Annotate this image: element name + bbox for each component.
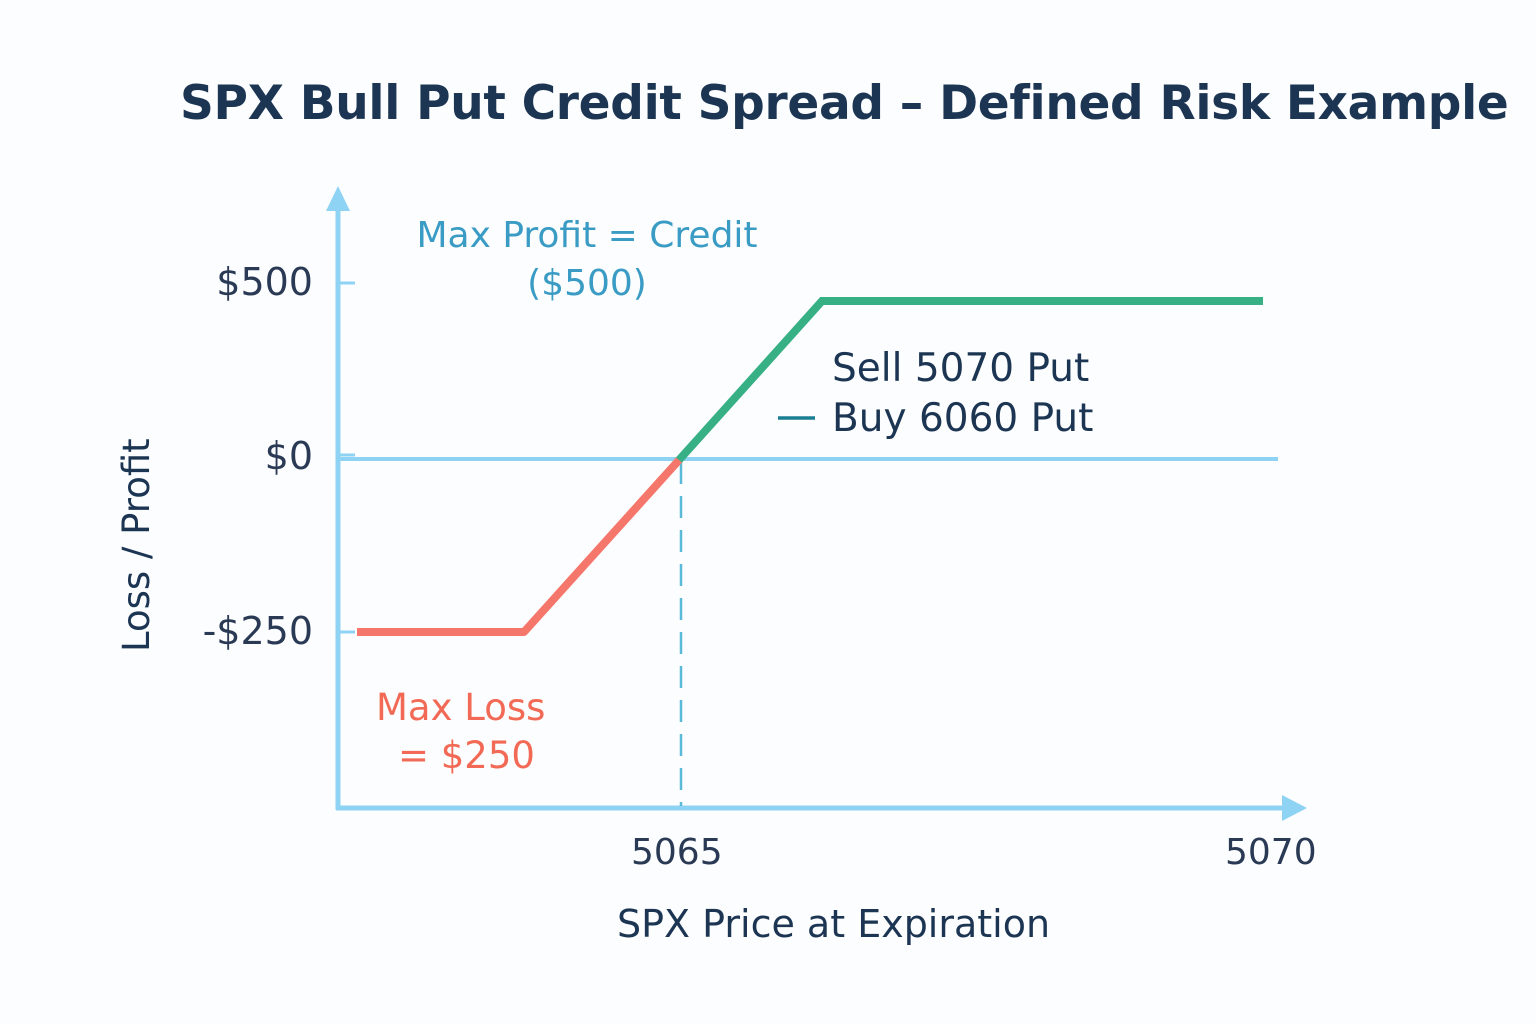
x-axis-arrow-icon <box>1282 795 1307 821</box>
x-tick-label-5065: 5065 <box>631 832 723 873</box>
max-profit-line1: Max Profit = Credit <box>416 215 758 256</box>
y-axis-label: Loss / Profit <box>115 438 158 652</box>
max-loss-line2: = $250 <box>398 734 535 777</box>
x-tick-label-5070: 5070 <box>1225 832 1317 873</box>
max-loss-annotation: Max Loss = $250 <box>376 684 545 780</box>
x-axis-label: SPX Price at Expiration <box>617 902 1051 946</box>
loss-line <box>357 456 683 636</box>
profit-line <box>676 297 1263 463</box>
sell-leg-label: Sell 5070 Put <box>832 346 1090 391</box>
max-loss-line1: Max Loss <box>376 686 546 729</box>
max-profit-line2: ($500) <box>527 263 647 304</box>
max-profit-annotation: Max Profit = Credit ($500) <box>398 212 776 308</box>
y-axis-arrow-icon <box>326 186 350 211</box>
chart-title: SPX Bull Put Credit Spread – Defined Ris… <box>180 76 1509 131</box>
y-tick-label-0: $0 <box>264 434 313 478</box>
spread-legs-annotation: Sell 5070 Put Buy 6060 Put <box>832 344 1093 444</box>
y-tick-label-500: $500 <box>216 260 313 304</box>
buy-leg-label: Buy 6060 Put <box>832 396 1094 441</box>
y-tick-label-neg250: -$250 <box>202 609 313 653</box>
